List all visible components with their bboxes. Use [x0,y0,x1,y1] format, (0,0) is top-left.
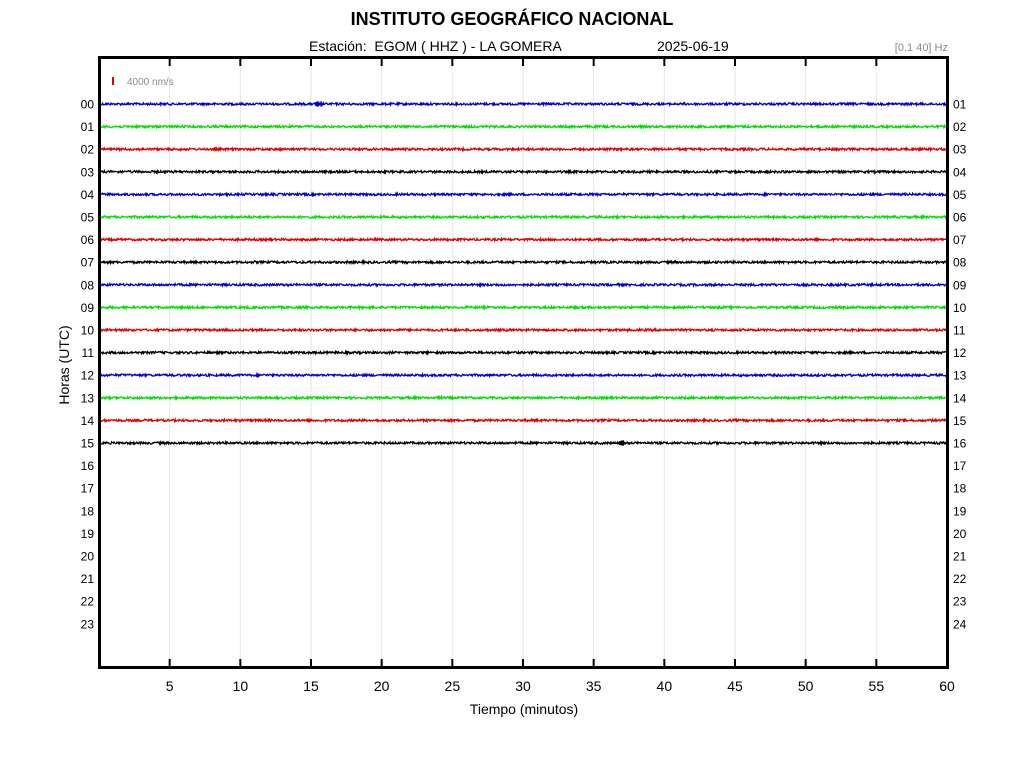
seismic-trace-05 [98,213,948,221]
hour-label-left: 04 [81,188,95,202]
seismic-trace-02 [98,145,948,153]
hour-label-right: 20 [953,527,967,541]
date-label: 2025-06-19 [657,38,729,54]
hour-label-right: 06 [953,211,967,225]
hour-label-right: 08 [953,256,967,270]
seismic-trace-06 [98,236,948,243]
hour-label-left: 11 [82,346,95,360]
hour-label-left: 20 [81,550,95,564]
plot-frame [98,56,949,669]
hour-label-right: 21 [953,550,967,564]
seismic-trace-08 [98,281,948,289]
hour-label-right: 17 [953,459,967,473]
seismic-trace-04 [98,191,947,198]
hour-label-right: 13 [953,369,967,383]
hour-label-right: 14 [953,391,967,405]
x-tick-label: 35 [586,678,602,694]
hour-label-left: 10 [81,324,95,338]
filter-band-label: [0.1 40] Hz [894,42,948,54]
hour-label-left: 15 [81,437,95,451]
station-label: Estación: EGOM ( HHZ ) - LA GOMERA [309,38,562,54]
hour-label-right: 07 [953,233,967,247]
seismic-trace-10 [98,326,947,334]
x-tick-label: 55 [869,678,885,694]
hour-label-right: 05 [953,188,967,202]
hour-label-left: 19 [81,527,95,541]
x-tick-label: 10 [233,678,249,694]
hour-label-right: 04 [953,165,967,179]
hour-label-left: 12 [81,369,95,383]
seismic-trace-09 [98,304,948,311]
x-tick-label: 60 [939,678,955,694]
hour-label-right: 12 [953,346,967,360]
gridlines [169,58,877,667]
seismic-traces [98,100,948,447]
hour-label-left: 18 [81,504,95,518]
hour-label-left: 23 [81,617,95,631]
seismic-trace-14 [98,416,948,424]
hour-label-left: 08 [81,278,95,292]
x-tick-label: 30 [515,678,531,694]
hour-label-right: 15 [953,414,967,428]
hour-label-left: 13 [81,391,95,405]
hour-label-left: 09 [81,301,95,315]
hour-label-left: 03 [81,165,95,179]
hour-label-right: 22 [953,572,967,586]
hour-label-left: 05 [81,211,95,225]
hour-label-left: 07 [81,256,95,270]
x-tick-label: 25 [445,678,461,694]
hour-label-left: 16 [81,459,95,473]
hour-label-right: 19 [953,504,967,518]
hour-label-right: 18 [953,482,967,496]
hour-label-left: 21 [81,572,95,586]
seismic-trace-15 [98,439,948,447]
seismic-trace-00 [98,100,948,108]
hour-label-right: 02 [953,120,967,134]
seismic-trace-12 [98,371,948,379]
x-tick-label: 40 [657,678,673,694]
hour-label-right: 23 [953,595,967,609]
hour-label-left: 14 [81,414,95,428]
hour-label-right: 24 [953,617,967,631]
x-tick-label: 45 [727,678,743,694]
seismic-trace-01 [98,123,948,130]
x-tick-label: 20 [374,678,390,694]
scale-bar [112,77,114,85]
x-tick-label: 15 [303,678,319,694]
seismic-trace-13 [98,394,948,402]
x-axis-label: Tiempo (minutos) [470,701,578,717]
hour-label-left: 00 [81,98,95,112]
hour-label-right: 11 [953,324,966,338]
hour-label-left: 06 [81,233,95,247]
hour-labels: 00 01 01 02 02 03 03 04 04 05 05 06 06 07 07 08 08 09 09 10… [81,98,967,632]
hour-label-left: 17 [81,482,95,496]
seismic-trace-07 [98,258,948,266]
chart-title: INSTITUTO GEOGRÁFICO NACIONAL [350,9,674,29]
hour-label-right: 03 [953,143,967,157]
x-tick-label: 5 [166,678,174,694]
seismic-trace-03 [98,168,948,176]
hour-label-right: 16 [953,437,967,451]
hour-label-left: 01 [81,120,95,134]
hour-label-right: 10 [953,301,967,315]
hour-label-left: 22 [81,595,95,609]
hour-label-right: 01 [953,98,967,112]
hour-label-left: 02 [81,143,95,157]
hour-label-right: 09 [953,278,967,292]
seismic-trace-11 [98,349,948,356]
x-tick-labels: 5 10 15 20 25 30 35 40 45 50 55 60 [166,678,955,694]
scale-label: 4000 nm/s [127,77,174,88]
y-axis-label: Horas (UTC) [56,325,72,404]
x-tick-label: 50 [798,678,814,694]
